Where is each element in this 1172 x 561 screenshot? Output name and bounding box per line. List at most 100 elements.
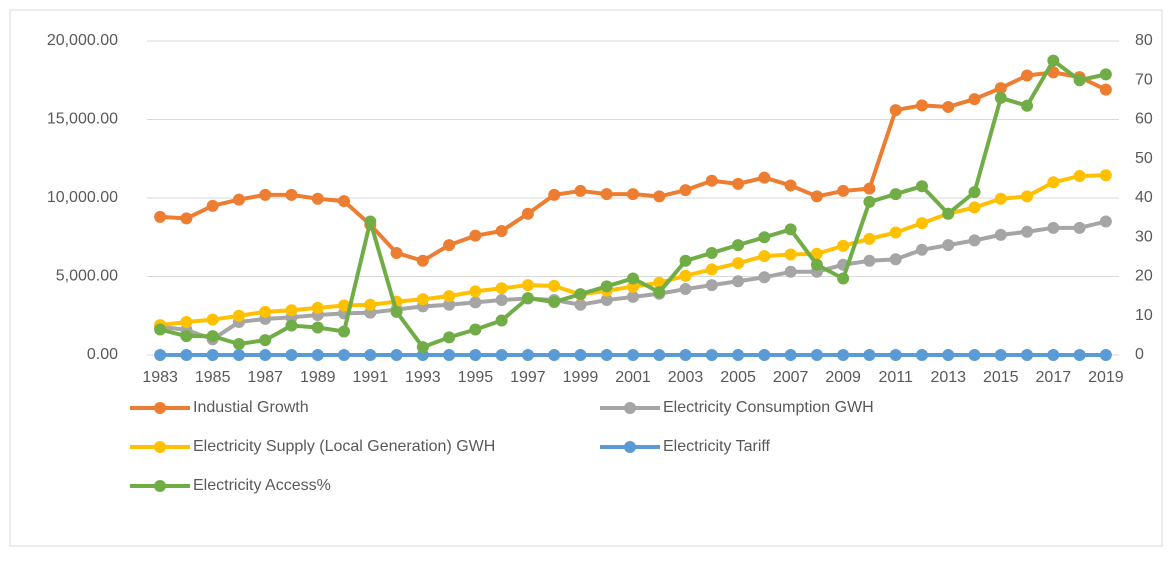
data-point	[1099, 169, 1112, 182]
data-point	[732, 239, 745, 252]
y2-tick-label: 80	[1135, 32, 1153, 49]
data-point	[679, 184, 692, 197]
y-tick-label: 20,000.00	[47, 32, 118, 49]
data-point	[495, 282, 508, 295]
data-point	[180, 330, 193, 343]
data-point	[390, 305, 403, 318]
data-point	[154, 323, 167, 336]
data-point	[521, 279, 534, 292]
data-point	[1099, 349, 1112, 361]
data-point	[627, 272, 639, 285]
data-point	[994, 192, 1007, 205]
data-point	[180, 316, 193, 329]
data-point	[469, 229, 482, 242]
data-point	[1047, 176, 1060, 189]
data-point	[521, 292, 534, 305]
data-point	[180, 212, 193, 225]
legend-marker	[154, 441, 166, 453]
data-point	[600, 349, 613, 361]
data-point	[311, 301, 324, 314]
data-point	[259, 188, 272, 201]
data-point	[285, 319, 298, 332]
data-point	[889, 253, 902, 266]
data-point	[968, 234, 981, 247]
data-point	[627, 280, 639, 293]
data-point	[206, 199, 219, 212]
data-point	[863, 349, 876, 361]
data-point	[600, 280, 613, 293]
data-point	[390, 246, 403, 259]
data-point	[1047, 349, 1060, 361]
data-point	[285, 349, 298, 361]
data-point	[732, 177, 745, 190]
data-point	[705, 349, 718, 361]
data-point	[495, 349, 508, 361]
data-point	[784, 223, 797, 236]
y2-tick-label: 20	[1135, 268, 1153, 285]
x-tick-label: 2015	[983, 369, 1019, 386]
data-point	[627, 188, 639, 201]
x-tick-label: 1985	[195, 369, 231, 386]
data-point	[679, 283, 692, 296]
data-point	[679, 269, 692, 282]
data-point	[915, 217, 928, 230]
data-point	[574, 184, 587, 197]
data-point	[232, 309, 245, 322]
data-point	[495, 224, 508, 237]
data-point	[810, 190, 823, 203]
data-point	[206, 313, 219, 326]
y2-tick-label: 70	[1135, 71, 1153, 88]
data-point	[469, 323, 482, 336]
data-point	[1021, 225, 1034, 238]
data-point	[1021, 349, 1034, 361]
data-point	[732, 349, 745, 361]
data-point	[338, 325, 351, 338]
data-point	[364, 349, 377, 361]
data-point	[784, 179, 797, 192]
data-point	[443, 349, 456, 361]
data-point	[784, 349, 797, 361]
y-tick-label: 15,000.00	[47, 111, 118, 128]
data-point	[1099, 215, 1112, 228]
data-point	[889, 104, 902, 117]
data-point	[889, 188, 902, 201]
y2-tick-label: 60	[1135, 111, 1153, 128]
data-point	[574, 288, 587, 301]
data-point	[915, 180, 928, 193]
data-point	[758, 231, 771, 244]
data-point	[653, 286, 666, 299]
data-point	[495, 314, 508, 327]
data-point	[732, 275, 745, 288]
x-tick-label: 1991	[353, 369, 389, 386]
data-point	[259, 349, 272, 361]
data-point	[863, 182, 876, 195]
data-point	[837, 272, 850, 285]
data-point	[810, 247, 823, 260]
data-point	[889, 349, 902, 361]
data-point	[863, 232, 876, 245]
data-point	[837, 349, 850, 361]
x-tick-label: 1993	[405, 369, 441, 386]
data-point	[1021, 190, 1034, 203]
data-point	[837, 184, 850, 197]
x-tick-label: 1987	[247, 369, 283, 386]
data-point	[259, 334, 272, 347]
y2-tick-label: 40	[1135, 189, 1153, 206]
data-point	[758, 271, 771, 284]
data-point	[915, 349, 928, 361]
data-point	[994, 82, 1007, 95]
x-tick-label: 2007	[773, 369, 809, 386]
legend-label: Electricity Tariff	[663, 438, 771, 455]
legend-marker	[154, 480, 166, 492]
data-point	[574, 349, 587, 361]
data-point	[206, 330, 219, 343]
data-point	[758, 349, 771, 361]
data-point	[679, 254, 692, 267]
data-point	[311, 192, 324, 205]
x-tick-label: 1995	[458, 369, 494, 386]
y2-tick-label: 30	[1135, 228, 1153, 245]
data-point	[285, 188, 298, 201]
data-point	[942, 100, 955, 113]
data-point	[758, 250, 771, 263]
